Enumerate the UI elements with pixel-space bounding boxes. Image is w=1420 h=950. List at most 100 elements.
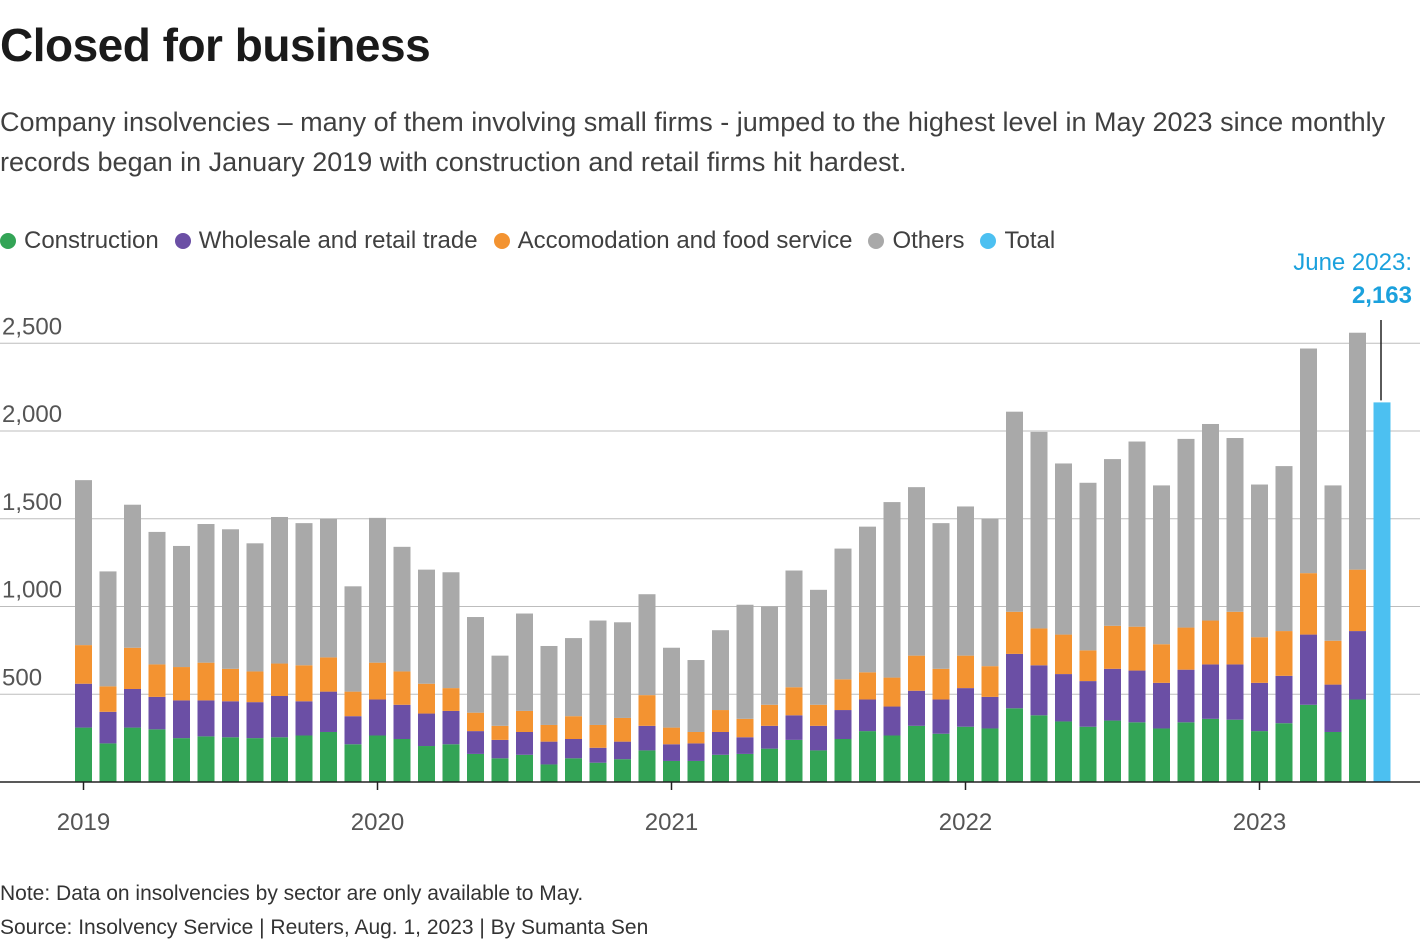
bar-segment-accomodation-and-food-service: Aug 2021 – Accomodation and food service…	[834, 679, 852, 711]
bar-segment-construction: Mar 2019 – Construction: 310	[124, 727, 141, 782]
bar-segment-wholesale-and-retail-trade: Nov 2022 – Wholesale and retail trade: 3…	[1202, 664, 1219, 719]
legend-item-wholesale: Wholesale and retail trade	[174, 227, 478, 255]
bar-segment-others: Sep 2020 – Others: 445	[565, 638, 582, 717]
bar-segment-wholesale-and-retail-trade: Aug 2020 – Wholesale and retail trade: 1…	[540, 741, 558, 765]
bar-segment-others: Mar 2022 – Others: 1140	[1006, 411, 1023, 612]
bar-segment-wholesale-and-retail-trade: Oct 2021 – Wholesale and retail trade: 1…	[883, 706, 901, 736]
bar-segment-wholesale-and-retail-trade: Jun 2019 – Wholesale and retail trade: 2…	[197, 700, 215, 737]
bar-segment-others: Apr 2020 – Others: 660	[442, 572, 460, 689]
legend-label-others: Others	[892, 227, 965, 254]
bar-segment-wholesale-and-retail-trade: Nov 2021 – Wholesale and retail trade: 2…	[908, 690, 925, 726]
bar-segment-construction: Jun 2020 – Construction: 135	[491, 758, 509, 782]
bar-segment-construction: Apr 2020 – Construction: 215	[442, 744, 460, 782]
bar-segment-construction: Apr 2022 – Construction: 380	[1030, 715, 1048, 782]
bar-segment-wholesale-and-retail-trade: Feb 2021 – Wholesale and retail trade: 1…	[687, 743, 705, 761]
bar-segment-others: May 2020 – Others: 545	[467, 617, 484, 713]
bar-segment-accomodation-and-food-service: Apr 2023 – Accomodation and food service…	[1324, 640, 1342, 685]
chart-subtitle: Company insolvencies – many of them invo…	[0, 107, 1386, 177]
bar-segment-construction: Aug 2019 – Construction: 250	[246, 738, 264, 782]
bar-segment-wholesale-and-retail-trade: Nov 2020 – Wholesale and retail trade: 1…	[614, 741, 631, 760]
bar-segment-construction: Jun 2022 – Construction: 315	[1079, 726, 1097, 782]
bar-segment-wholesale-and-retail-trade: May 2019 – Wholesale and retail trade: 2…	[173, 700, 190, 739]
bar-segment-wholesale-and-retail-trade: May 2022 – Wholesale and retail trade: 2…	[1055, 674, 1072, 722]
bar-segment-others: Dec 2021 – Others: 830	[932, 523, 950, 669]
bar-segment-construction: Sep 2022 – Construction: 305	[1153, 728, 1170, 782]
bar-segment-wholesale-and-retail-trade: May 2021 – Wholesale and retail trade: 1…	[761, 725, 778, 749]
bar-segment-accomodation-and-food-service: May 2020 – Accomodation and food service…	[467, 712, 484, 732]
bar-segment-construction: Jul 2021 – Construction: 180	[810, 750, 827, 782]
bar-segment-construction: Jan 2019 – Construction: 310	[75, 727, 92, 782]
bar-segment-wholesale-and-retail-trade: Aug 2022 – Wholesale and retail trade: 2…	[1128, 670, 1146, 723]
bar-segment-others: Aug 2019 – Others: 730	[246, 543, 264, 672]
bar-segment-others: May 2019 – Others: 690	[173, 545, 190, 668]
bar-segment-construction: Jan 2021 – Construction: 120	[663, 760, 680, 782]
bar-segment-accomodation-and-food-service: Mar 2020 – Accomodation and food service…	[418, 683, 435, 714]
bar-segment-wholesale-and-retail-trade: Nov 2019 – Wholesale and retail trade: 2…	[320, 691, 337, 732]
bar-segment-construction: Oct 2020 – Construction: 110	[589, 762, 607, 782]
bar-segment-construction: Apr 2021 – Construction: 160	[736, 753, 754, 782]
bar-segment-accomodation-and-food-service: Dec 2019 – Accomodation and food service…	[344, 691, 362, 717]
bar-segment-others: Jun 2021 – Others: 665	[785, 570, 803, 688]
bar-segment-wholesale-and-retail-trade: Apr 2020 – Wholesale and retail trade: 1…	[442, 710, 460, 745]
y-tick-label: 2,000	[2, 401, 62, 428]
bar-segment-accomodation-and-food-service: Aug 2019 – Accomodation and food service…	[246, 671, 264, 703]
bar-segment-wholesale-and-retail-trade: Oct 2022 – Wholesale and retail trade: 3…	[1177, 669, 1195, 723]
bar-segment-wholesale-and-retail-trade: Dec 2021 – Wholesale and retail trade: 1…	[932, 699, 950, 734]
bar-segment-construction: Aug 2020 – Construction: 100	[540, 764, 558, 782]
legend-item-construction: Construction	[0, 227, 159, 255]
bar-segment-others: Aug 2022 – Others: 1055	[1128, 441, 1146, 627]
bar-segment-others: Nov 2019 – Others: 790	[320, 518, 337, 658]
bar-segment-accomodation-and-food-service: Jul 2022 – Accomodation and food service…	[1104, 625, 1121, 669]
bar-segment-wholesale-and-retail-trade: Apr 2021 – Wholesale and retail trade: 9…	[736, 737, 754, 754]
bar-segment-others: Nov 2020 – Others: 545	[614, 622, 631, 718]
bar-segment-others: Jun 2022 – Others: 955	[1079, 482, 1097, 651]
bar-segment-accomodation-and-food-service: Feb 2020 – Accomodation and food service…	[393, 671, 411, 705]
bar-segment-accomodation-and-food-service: Aug 2020 – Accomodation and food service…	[540, 724, 558, 742]
bar-segment-accomodation-and-food-service: Sep 2020 – Accomodation and food service…	[565, 716, 582, 740]
bar-segment-construction: Feb 2022 – Construction: 305	[981, 728, 999, 782]
y-tick-label: 500	[2, 664, 42, 691]
bar-segment-others: Apr 2023 – Others: 885	[1324, 485, 1342, 641]
bar-segment-accomodation-and-food-service: Jun 2021 – Accomodation and food service…	[785, 687, 803, 716]
x-tick-label: 2021	[645, 809, 698, 836]
bar-segment-others: May 2022 – Others: 975	[1055, 463, 1072, 635]
bar-segment-others: Jan 2019 – Others: 940	[75, 480, 92, 646]
bar-segment-construction: Jul 2019 – Construction: 255	[222, 737, 239, 782]
bar-segment-wholesale-and-retail-trade: Sep 2021 – Wholesale and retail trade: 1…	[859, 699, 876, 732]
bar-segment-others: Apr 2022 – Others: 1120	[1030, 431, 1048, 629]
bar-segment-wholesale-and-retail-trade: Jan 2021 – Wholesale and retail trade: 9…	[663, 744, 680, 761]
bar-segment-accomodation-and-food-service: Dec 2020 – Accomodation and food service…	[638, 695, 656, 726]
bar-segment-wholesale-and-retail-trade: Sep 2019 – Wholesale and retail trade: 2…	[271, 696, 288, 738]
bar-segment-construction: Sep 2021 – Construction: 290	[859, 731, 876, 782]
bar-segment-accomodation-and-food-service: May 2023 – Accomodation and food service…	[1349, 569, 1366, 632]
note-text: Note: Data on insolvencies by sector are…	[0, 882, 584, 905]
bar-segment-others: May 2023 – Others: 1350	[1349, 332, 1366, 570]
bar-segment-others: Aug 2020 – Others: 450	[540, 645, 558, 725]
stacked-bar-chart: 500 1,000 1,500 2,000 2,500 Jan 2019 – Const…	[0, 249, 1420, 836]
bar-segment-accomodation-and-food-service: Feb 2021 – Accomodation and food service…	[687, 731, 705, 744]
bar-segment-wholesale-and-retail-trade: Mar 2019 – Wholesale and retail trade: 2…	[124, 688, 141, 728]
bar-segment-construction: Nov 2022 – Construction: 360	[1202, 718, 1219, 782]
legend-label-construction: Construction	[24, 227, 159, 254]
bar-segment-wholesale-and-retail-trade: Jan 2023 – Wholesale and retail trade: 2…	[1251, 682, 1268, 732]
legend-label-wholesale: Wholesale and retail trade	[198, 227, 478, 254]
x-tick-label: 2020	[351, 809, 404, 836]
bar-segment-wholesale-and-retail-trade: Sep 2022 – Wholesale and retail trade: 2…	[1153, 682, 1170, 729]
bar-segment-others: Nov 2021 – Others: 960	[908, 487, 925, 656]
y-tick-label: 2,500	[2, 313, 62, 340]
bar-segment-others: Feb 2019 – Others: 655	[99, 571, 117, 687]
bar-segment-others: Feb 2023 – Others: 940	[1275, 466, 1293, 632]
bar-segment-others: Dec 2020 – Others: 575	[638, 594, 656, 696]
legend-item-total: Total	[980, 227, 1055, 255]
source-text: Source: Insolvency Service | Reuters, Au…	[0, 916, 649, 939]
bar-segment-wholesale-and-retail-trade: Jan 2022 – Wholesale and retail trade: 2…	[957, 688, 974, 727]
bar-segment-others: Jul 2020 – Others: 555	[516, 613, 533, 711]
bar-segment-construction: Nov 2020 – Construction: 130	[614, 759, 631, 782]
bar-segment-wholesale-and-retail-trade: Dec 2022 – Wholesale and retail trade: 3…	[1226, 664, 1244, 720]
legend-item-others: Others	[868, 227, 964, 255]
bar-segment-others: Mar 2023 – Others: 1280	[1300, 348, 1317, 574]
annotation-label: June 2023:	[1293, 249, 1412, 276]
bar-segment-construction: Apr 2019 – Construction: 300	[148, 729, 166, 782]
bar-segment-wholesale-and-retail-trade: Aug 2021 – Wholesale and retail trade: 1…	[834, 710, 852, 740]
bar-segment-construction: Mar 2020 – Construction: 205	[418, 746, 435, 782]
